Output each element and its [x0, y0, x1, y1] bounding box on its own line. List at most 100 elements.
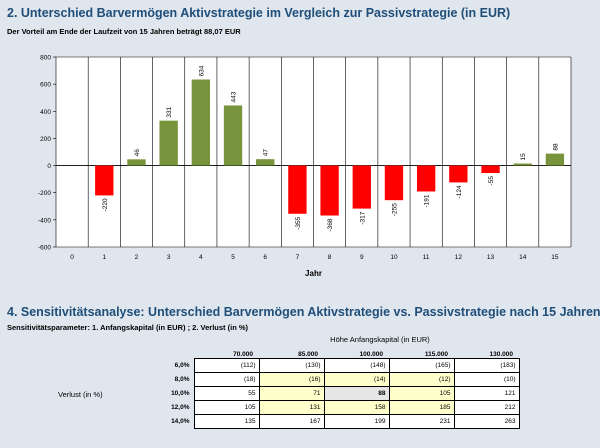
- bar-year-4: [191, 79, 211, 166]
- x-tick-label: 8: [328, 254, 332, 261]
- bar-year-1: [95, 165, 114, 196]
- table-cell: (130): [258, 358, 325, 373]
- table-cell: (112): [193, 358, 260, 373]
- x-tick-label: 10: [390, 254, 398, 261]
- x-tick-label: 2: [135, 254, 139, 261]
- row-header: 14,0%: [171, 418, 190, 425]
- data-label-year-7: -355: [295, 216, 302, 229]
- column-header: 100.000: [359, 351, 384, 358]
- table-cell: (165): [388, 358, 455, 373]
- bar-year-12: [449, 165, 468, 183]
- column-axis-label: Höhe Anfangskapital (in EUR): [330, 335, 430, 344]
- table-cell: 105: [193, 400, 260, 415]
- section2-subtitle: Der Vorteil am Ende der Laufzeit von 15 …: [7, 27, 241, 36]
- data-label-year-10: -255: [391, 203, 398, 216]
- table-cell: (14): [323, 372, 390, 387]
- section4-subtitle: Sensitivitätsparameter: 1. Anfangskapita…: [7, 323, 249, 332]
- row-axis-label: Verlust (in %): [58, 390, 103, 399]
- table-cell: 212: [453, 400, 520, 415]
- x-tick-label: 9: [360, 254, 364, 261]
- data-label-year-14: 15: [520, 153, 527, 161]
- data-label-year-5: 443: [231, 91, 238, 102]
- x-tick-label: 1: [102, 254, 106, 261]
- table-cell: 121: [453, 386, 520, 401]
- data-label-year-11: -191: [424, 194, 431, 207]
- bar-year-5: [223, 105, 243, 166]
- row-header: 12,0%: [171, 404, 190, 411]
- x-tick-label: 6: [263, 254, 267, 261]
- x-tick-label: 3: [167, 254, 171, 261]
- data-label-year-9: -317: [359, 211, 366, 224]
- bar-year-14: [513, 163, 532, 166]
- data-label-year-8: -368: [327, 218, 334, 231]
- table-cell: 55: [193, 386, 260, 401]
- data-label-year-2: 46: [134, 149, 141, 157]
- table-cell: 88: [323, 386, 390, 401]
- bar-year-7: [288, 165, 307, 214]
- data-label-year-12: -124: [456, 185, 463, 198]
- row-header: 6,0%: [174, 362, 190, 369]
- sensitivity-table: 70.000 85.000 100.000 115.000 130.000 6,0% (1…: [150, 346, 520, 429]
- x-tick-label: 13: [487, 254, 495, 261]
- bar-year-11: [416, 165, 436, 192]
- table-cell: 167: [258, 414, 325, 429]
- x-tick-label: 0: [70, 254, 74, 261]
- y-tick-label: -400: [38, 217, 51, 224]
- table-cell: 71: [258, 386, 325, 401]
- bar-chart: -600-400-2000200400600800-22046331634443…: [38, 55, 572, 278]
- table-cell: 263: [453, 414, 520, 429]
- x-tick-label: 4: [199, 254, 203, 261]
- column-header: 130.000: [489, 351, 514, 358]
- bar-year-10: [384, 165, 404, 201]
- sensitivity-header-row: 70.000 85.000 100.000 115.000 130.000: [150, 346, 519, 359]
- table-cell: 135: [193, 414, 260, 429]
- y-tick-label: 800: [40, 55, 51, 62]
- x-tick-label: 15: [551, 254, 559, 261]
- y-tick-label: 400: [40, 109, 51, 116]
- x-tick-label: 11: [423, 254, 430, 261]
- table-row: 6,0% (112) (130) (148) (165) (183): [150, 358, 520, 373]
- bar-year-9: [352, 165, 371, 209]
- table-cell: 185: [388, 400, 455, 415]
- bar-year-6: [256, 159, 275, 166]
- bar-year-15: [545, 153, 565, 166]
- x-axis-label: Jahr: [305, 269, 322, 278]
- data-label-year-6: 47: [263, 149, 270, 157]
- data-label-year-3: 331: [166, 106, 173, 117]
- table-cell: (16): [258, 372, 325, 387]
- data-label-year-1: -220: [102, 198, 109, 211]
- table-cell: (18): [193, 372, 260, 387]
- table-cell: 105: [388, 386, 455, 401]
- table-cell: (10): [453, 372, 520, 387]
- table-cell: 131: [258, 400, 325, 415]
- data-label-year-15: 88: [552, 143, 559, 151]
- x-tick-label: 12: [455, 254, 463, 261]
- section4-title: 4. Sensitivitätsanalyse: Unterschied Bar…: [7, 305, 600, 319]
- x-tick-label: 14: [519, 254, 527, 261]
- table-row: 12,0% 105 131 158 185 212: [150, 400, 520, 415]
- bar-year-3: [159, 120, 178, 166]
- table-cell: (148): [323, 358, 390, 373]
- y-tick-label: 200: [40, 136, 51, 143]
- section2-title: 2. Unterschied Barvermögen Aktivstrategi…: [7, 6, 511, 20]
- y-tick-label: -600: [38, 245, 51, 252]
- column-header: 115.000: [424, 351, 448, 358]
- x-tick-label: 7: [296, 254, 300, 261]
- row-header: 10,0%: [171, 390, 190, 397]
- table-row: 10,0% 55 71 88 105 121: [150, 386, 520, 401]
- data-label-year-4: 634: [198, 65, 205, 76]
- y-tick-label: -200: [38, 190, 51, 197]
- table-cell: 199: [323, 414, 390, 429]
- bar-year-2: [127, 159, 146, 166]
- bar-year-8: [320, 165, 339, 216]
- bar-year-13: [481, 165, 500, 174]
- header-spacer: [150, 346, 194, 359]
- data-label-year-13: -55: [488, 176, 495, 186]
- table-row: 14,0% 135 167 199 231 263: [150, 414, 520, 429]
- x-tick-label: 5: [231, 254, 235, 261]
- row-header: 8,0%: [174, 376, 190, 383]
- y-tick-label: 600: [40, 82, 51, 89]
- column-header: 70.000: [233, 351, 253, 358]
- table-cell: (183): [453, 358, 520, 373]
- table-cell: 231: [388, 414, 455, 429]
